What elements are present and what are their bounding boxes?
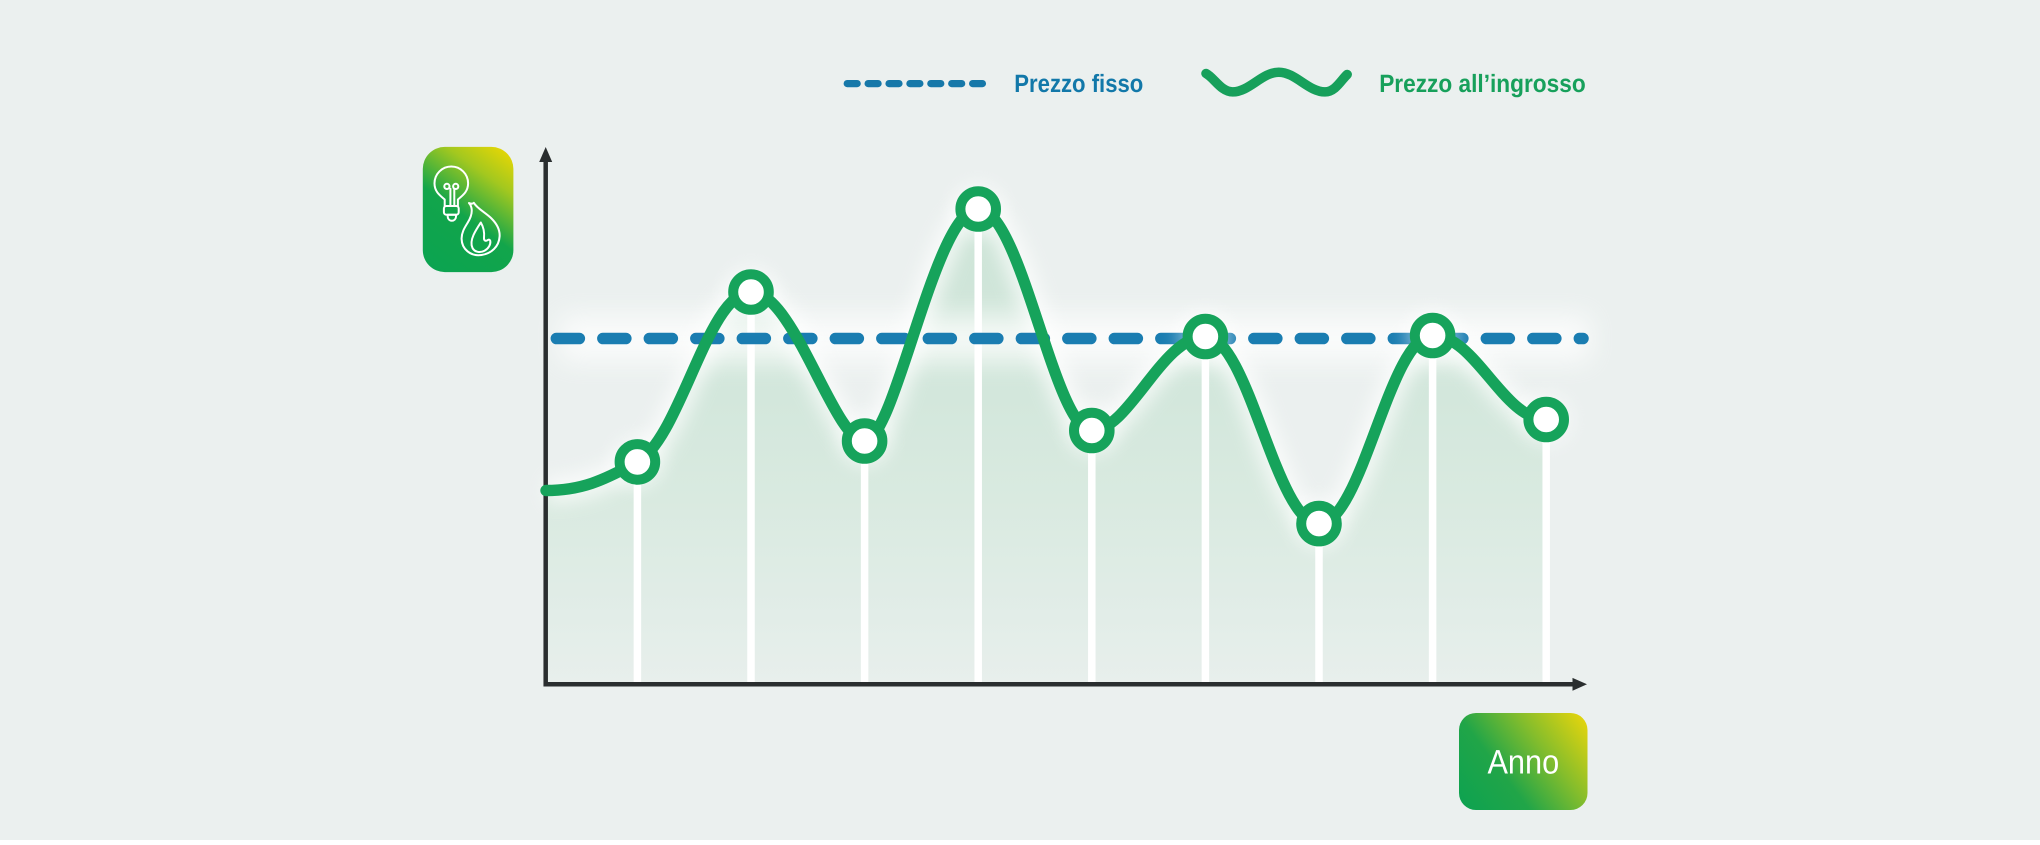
svg-text:Prezzo fisso: Prezzo fisso <box>1014 70 1143 98</box>
svg-text:Anno: Anno <box>1487 743 1559 781</box>
svg-text:Prezzo all’ingrosso: Prezzo all’ingrosso <box>1379 70 1586 98</box>
